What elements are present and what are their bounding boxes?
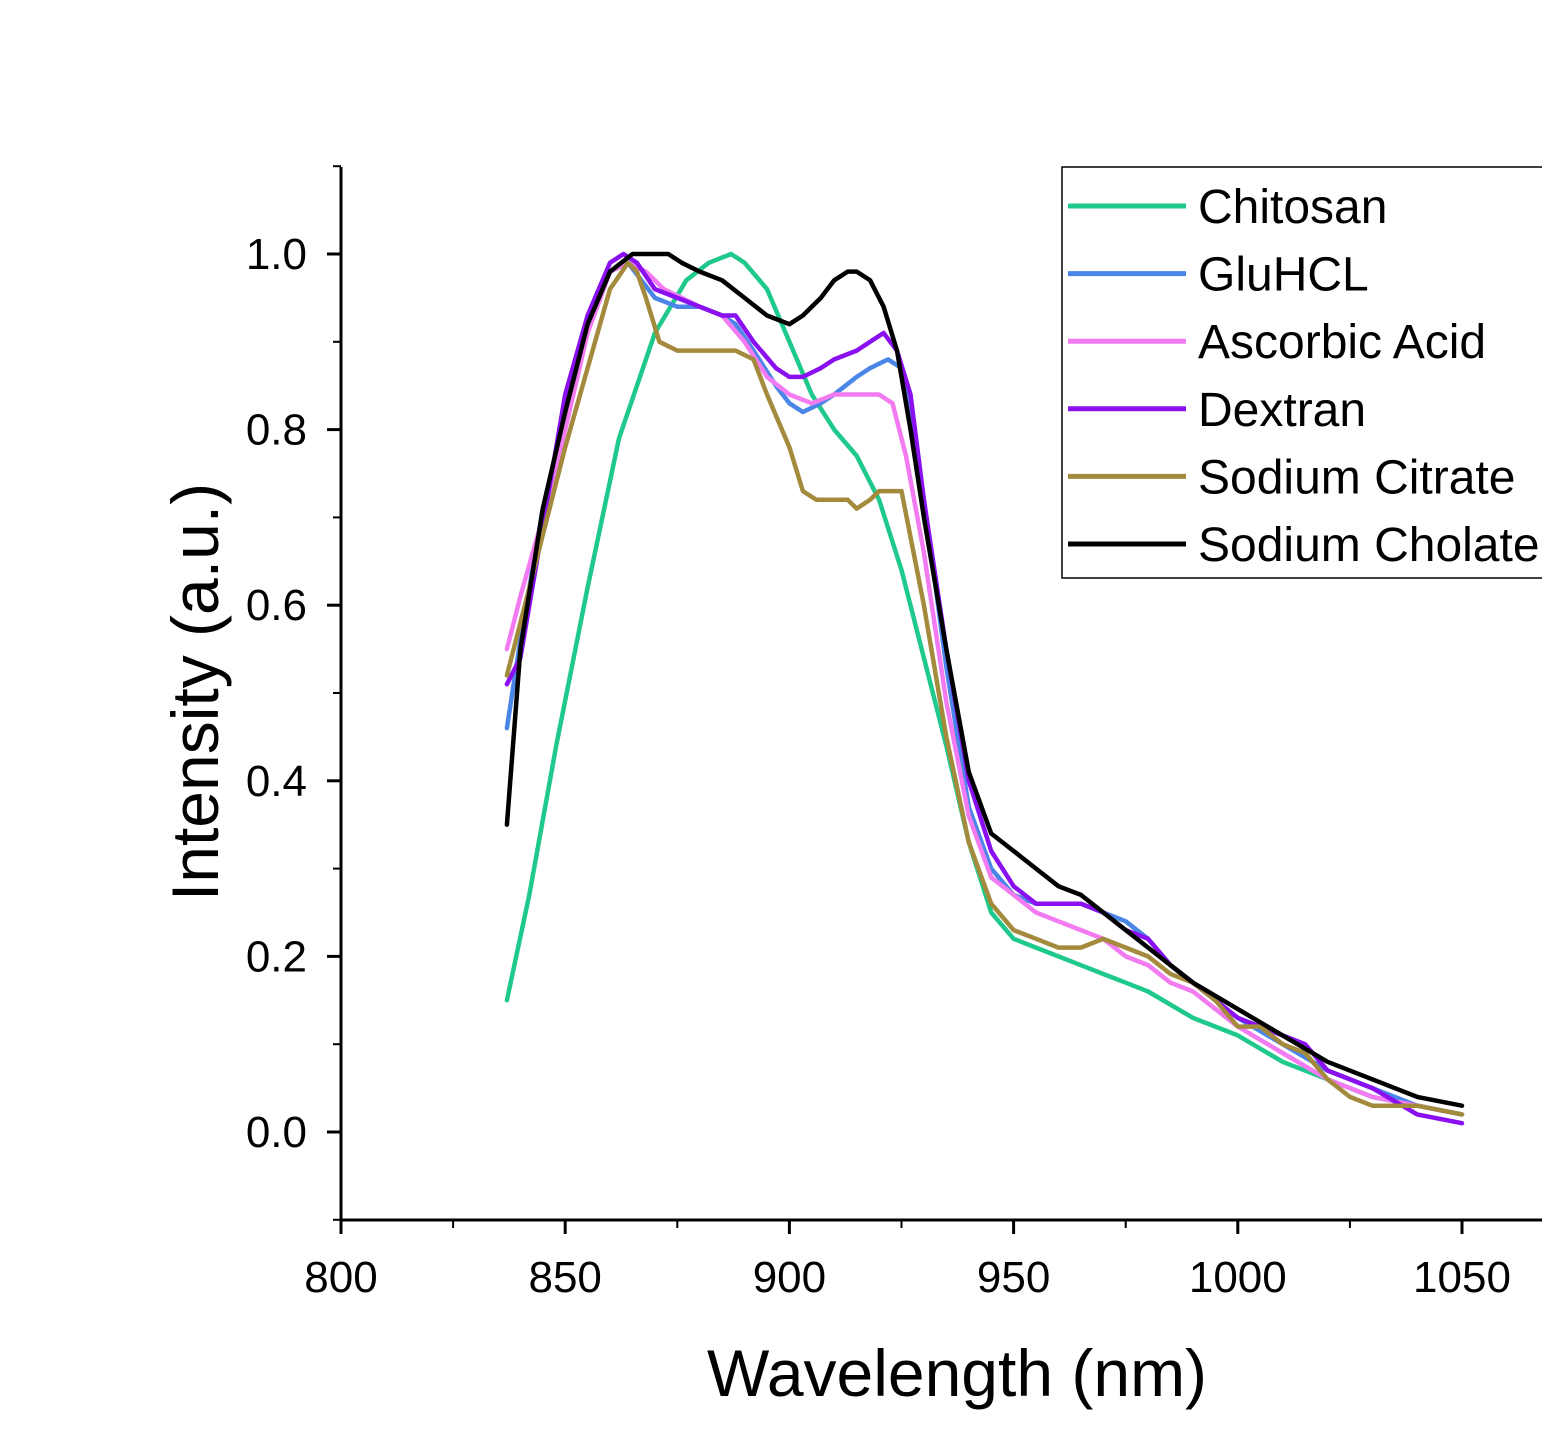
x-tick-label: 900 — [753, 1253, 826, 1302]
legend-label-ascorbic-acid: Ascorbic Acid — [1198, 316, 1486, 369]
y-tick-label: 0.0 — [246, 1108, 307, 1157]
x-tick-label: 1050 — [1413, 1253, 1511, 1302]
series-line-sodium-citrate — [504, 260, 1465, 1117]
y-axis-title: Intensity (a.u.) — [158, 483, 232, 901]
x-ticks: 800 850 900 950 1000 1050 — [304, 1220, 1511, 1302]
y-tick-label: 0.2 — [246, 932, 307, 981]
legend-label-sodium-citrate: Sodium Citrate — [1198, 451, 1515, 504]
series-line-ascorbic-acid — [504, 260, 1465, 1117]
y-ticks: 0.0 0.2 0.4 0.6 0.8 1.0 — [246, 165, 341, 1221]
x-tick-label: 950 — [977, 1253, 1050, 1302]
x-tick-label: 1000 — [1189, 1253, 1287, 1302]
legend-label-dextran: Dextran — [1198, 384, 1366, 437]
y-tick-label: 0.8 — [246, 406, 307, 455]
legend-label-sodium-cholate: Sodium Cholate — [1198, 519, 1540, 572]
y-tick-label: 0.4 — [246, 757, 307, 806]
y-tick-label: 1.0 — [246, 230, 307, 279]
y-tick-label: 0.6 — [246, 581, 307, 630]
x-tick-label: 850 — [528, 1253, 601, 1302]
x-tick-label: 800 — [304, 1253, 377, 1302]
x-axis-title: Wavelength (nm) — [707, 1336, 1207, 1410]
legend: Chitosan GluHCL Ascorbic Acid Dextran Sodium… — [1061, 166, 1542, 579]
series-line-sodium-cholate — [504, 251, 1465, 1108]
legend-box — [1061, 166, 1542, 579]
series-layer — [504, 251, 1465, 1126]
legend-label-gluhcl: GluHCL — [1198, 249, 1369, 302]
legend-label-chitosan: Chitosan — [1198, 181, 1387, 234]
